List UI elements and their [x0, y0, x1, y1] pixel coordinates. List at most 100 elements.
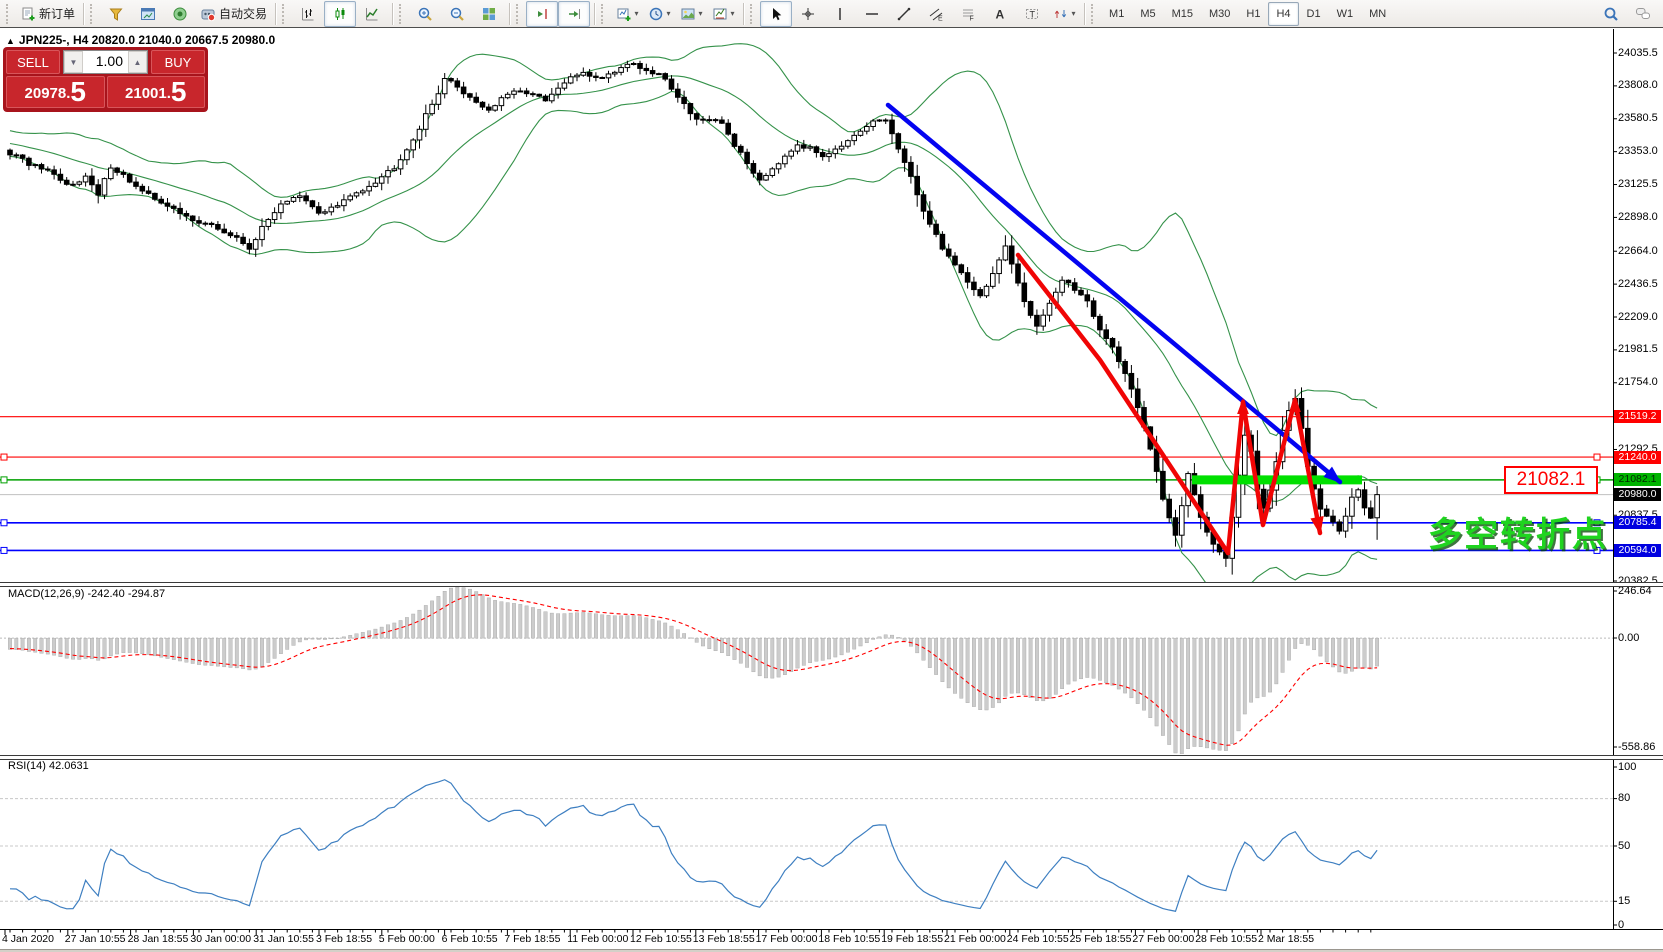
crosshair-button[interactable]: [792, 1, 824, 27]
auto-scroll-button[interactable]: [558, 0, 591, 27]
toolbar-group-handle[interactable]: [6, 3, 11, 24]
periods-button[interactable]: ▾: [643, 1, 675, 27]
trend-annotations[interactable]: [885, 102, 1346, 556]
sell-button[interactable]: SELL: [6, 50, 60, 74]
price-axis-label: -558.86: [1618, 740, 1656, 753]
price-axis-label: 23353.0: [1618, 145, 1658, 158]
snapshot-button[interactable]: ▾: [675, 1, 707, 27]
trendline-button[interactable]: [888, 1, 920, 27]
axis-frame: [0, 29, 1663, 930]
time-axis-label: 27 Feb 00:00: [1132, 933, 1195, 945]
macd-panel-splitter[interactable]: [0, 582, 1663, 587]
new-order-button[interactable]: 新订单: [16, 1, 79, 27]
arrows-button[interactable]: ▾: [1048, 1, 1080, 27]
zoom-in-button[interactable]: [409, 1, 441, 27]
letter-a-icon: A: [992, 6, 1008, 22]
price-level-badge: 20594.0: [1614, 543, 1661, 557]
macd-indicator-label: MACD(12,26,9) -242.40 -294.87: [8, 588, 166, 600]
text-button[interactable]: A: [984, 1, 1016, 27]
buy-button[interactable]: BUY: [151, 50, 205, 74]
search-button[interactable]: [1595, 1, 1627, 27]
fibonacci-button[interactable]: F: [952, 1, 984, 27]
auto-trading-button[interactable]: 自动交易: [196, 1, 271, 27]
cursor-button[interactable]: [760, 0, 793, 27]
time-axis-label: 17 Feb 00:00: [755, 933, 818, 945]
toolbar-group-handle[interactable]: [399, 3, 404, 24]
zoom-out-icon: [449, 6, 465, 22]
annotation-note-text[interactable]: 多空转折点: [1428, 516, 1608, 554]
chevron-down-icon[interactable]: ▾: [730, 9, 735, 18]
toolbar-separator: [509, 2, 511, 25]
chat-button[interactable]: [1627, 1, 1659, 27]
toolbar-group-handle[interactable]: [601, 3, 606, 24]
buy-price[interactable]: 21001. 5: [106, 76, 205, 108]
picture-icon: [680, 6, 696, 22]
macd-histogram: [8, 587, 1380, 754]
fibo-f-icon: F: [960, 6, 976, 22]
chevron-down-icon[interactable]: ▾: [1071, 9, 1076, 18]
rsi-line: [9, 779, 1378, 912]
price-axis-label: 0: [1618, 918, 1625, 931]
price-callout-box[interactable]: 21082.1: [1504, 466, 1598, 494]
timeframe-m30-button[interactable]: M30: [1209, 7, 1231, 20]
red-zigzag-arrow: [1225, 397, 1323, 556]
timeframe-h4-button[interactable]: H4: [1268, 1, 1299, 26]
toolbar-separator: [392, 2, 394, 25]
time-axis-label: 28 Feb 10:55: [1195, 933, 1258, 945]
toolbar-group-handle[interactable]: [516, 3, 521, 24]
candle-chart-button[interactable]: [324, 0, 357, 27]
highlight-band[interactable]: [1192, 475, 1362, 485]
toolbar-separator: [83, 2, 85, 25]
speaker-icon: [172, 6, 188, 22]
timeframe-m5-button[interactable]: M5: [1140, 7, 1156, 20]
timeframe-mn-button[interactable]: MN: [1369, 7, 1387, 20]
chevron-down-icon[interactable]: ▾: [634, 9, 639, 18]
tile-windows-button[interactable]: [473, 1, 505, 27]
toolbar-group-handle[interactable]: [1091, 3, 1096, 24]
toolbar-group-handle[interactable]: [90, 3, 95, 24]
zoom-in-icon: [417, 6, 433, 22]
red-impulse-line: [1015, 252, 1231, 556]
auto-scroll-icon: [566, 6, 582, 22]
collapse-panel-icon[interactable]: ▲: [6, 36, 15, 46]
label-button[interactable]: T: [1016, 1, 1048, 27]
new-order-button-label: 新订单: [39, 7, 76, 21]
hline-button[interactable]: [856, 1, 888, 27]
shift-chart-button[interactable]: [526, 0, 559, 27]
volume-up-button[interactable]: ▲: [128, 51, 147, 73]
volume-input[interactable]: 1.00: [95, 53, 123, 69]
rsi-panel-splitter[interactable]: [0, 755, 1663, 760]
timeframe-h1-button[interactable]: H1: [1246, 7, 1261, 20]
svg-text:T: T: [1030, 9, 1036, 19]
new-chart-button[interactable]: ▾: [611, 1, 643, 27]
bar-chart-button[interactable]: [292, 1, 324, 27]
candles-icon: [332, 6, 348, 22]
timeframe-m15-button[interactable]: M15: [1171, 7, 1193, 20]
timeframe-m1-button[interactable]: M1: [1109, 7, 1125, 20]
sell-price[interactable]: 20978. 5: [6, 76, 105, 108]
line-anchor-handles[interactable]: [0, 453, 1601, 554]
sound-alert-button[interactable]: [164, 1, 196, 27]
toolbar-group-handle[interactable]: [282, 3, 287, 24]
channel-button[interactable]: E: [920, 1, 952, 27]
chevron-down-icon[interactable]: ▾: [698, 9, 703, 18]
price-axis-label: 21981.5: [1618, 343, 1658, 356]
price-axis-label: 21754.0: [1618, 376, 1658, 389]
timeframe-d1-button[interactable]: D1: [1306, 7, 1321, 20]
timeframe-w1-button[interactable]: W1: [1336, 7, 1354, 20]
price-axis-label: 22436.5: [1618, 277, 1658, 290]
label-t-icon: T: [1024, 6, 1040, 22]
template-button[interactable]: ▾: [707, 1, 739, 27]
level-lines[interactable]: [0, 416, 1613, 552]
toolbar-group-handle[interactable]: [750, 3, 755, 24]
vline-button[interactable]: [824, 1, 856, 27]
volume-down-button[interactable]: ▼: [64, 51, 83, 73]
zoom-out-button[interactable]: [441, 1, 473, 27]
chart-canvas[interactable]: [0, 28, 1663, 952]
charts-window-button[interactable]: [132, 1, 164, 27]
chevron-down-icon[interactable]: ▾: [666, 9, 671, 18]
profile-button[interactable]: [100, 1, 132, 27]
price-axis-label: 22664.0: [1618, 244, 1658, 257]
shift-end-icon: [534, 6, 550, 22]
line-chart-button[interactable]: [356, 1, 388, 27]
